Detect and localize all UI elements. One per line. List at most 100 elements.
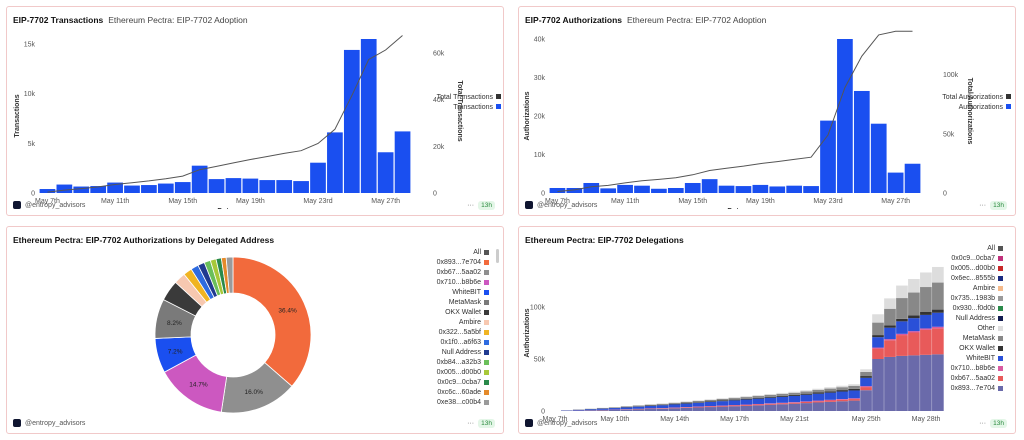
stack-segment xyxy=(848,398,860,400)
stack-segment xyxy=(788,395,801,403)
x-tick-label: May 7th xyxy=(35,198,60,205)
legend-item[interactable]: WhiteBIT xyxy=(923,353,1003,363)
legend-item[interactable]: 0xb67...5aa02 xyxy=(923,373,1003,383)
legend-item[interactable]: All xyxy=(369,247,489,257)
legend-item[interactable]: Null Address xyxy=(923,313,1003,323)
legend-item[interactable]: 0xb67...5aa02 xyxy=(369,267,489,277)
more-options-icon[interactable]: ··· xyxy=(979,420,987,427)
y-tick-label: 40k xyxy=(534,37,546,44)
legend-item[interactable]: WhiteBIT xyxy=(369,287,489,297)
x-tick-label: May 23rd xyxy=(303,198,332,205)
bar xyxy=(837,39,853,193)
legend-label: 0xb84...a32b3 xyxy=(436,358,481,366)
legend-item[interactable]: All xyxy=(923,243,1003,253)
stack-segment xyxy=(836,391,848,400)
legend-item[interactable]: 0x710...b8b6e xyxy=(923,363,1003,373)
legend-item[interactable]: Ambire xyxy=(923,283,1003,293)
legend-item[interactable]: 0xb84...a32b3 xyxy=(369,357,489,367)
more-options-icon[interactable]: ··· xyxy=(979,202,987,209)
legend-swatch xyxy=(998,355,1003,361)
stack-segment xyxy=(872,359,884,411)
stack-segment xyxy=(908,279,920,293)
legend-item[interactable]: 0x005...d00b0 xyxy=(923,263,1003,273)
y-tick-label: 100k xyxy=(530,305,546,312)
legend-item[interactable]: Null Address xyxy=(369,347,489,357)
entropy-logo-icon xyxy=(13,419,21,427)
stack-segment xyxy=(812,400,825,402)
delegated-address-panel: Ethereum Pectra: EIP-7702 Authorizations… xyxy=(6,226,504,434)
footer-handle[interactable]: @entropy_advisors xyxy=(13,201,85,209)
legend-item[interactable]: OKX Wallet xyxy=(923,343,1003,353)
legend-swatch xyxy=(998,255,1003,261)
stack-segment xyxy=(908,332,920,356)
stack-segment xyxy=(704,406,717,408)
legend-item[interactable]: 0x893...7e704 xyxy=(923,383,1003,393)
legend-label: Authorizations xyxy=(959,104,1004,111)
x-tick-label: May 11th xyxy=(611,198,639,205)
x-tick-label: May 21st xyxy=(780,416,808,423)
legend-swatch xyxy=(484,329,489,335)
bar xyxy=(259,180,276,193)
more-options-icon[interactable]: ··· xyxy=(467,420,475,427)
more-options-icon[interactable]: ··· xyxy=(467,202,475,209)
legend-item[interactable]: 0xe38...c00b4 xyxy=(369,397,489,407)
legend-item[interactable]: 0x0c9...0cba7 xyxy=(369,377,489,387)
legend-item[interactable]: Ambire xyxy=(369,317,489,327)
x-tick-label: May 25th xyxy=(852,416,881,423)
legend-item[interactable]: 0x893...7e704 xyxy=(369,257,489,267)
bar xyxy=(803,186,819,193)
footer-handle[interactable]: @entropy_advisors xyxy=(13,419,85,427)
stack-segment xyxy=(740,404,753,406)
stack-segment xyxy=(848,388,860,391)
legend-item[interactable]: 0x0c9...0cba7 xyxy=(923,253,1003,263)
y-axis-label: Authorizations xyxy=(524,91,531,140)
footer-handle[interactable]: @entropy_advisors xyxy=(525,201,597,209)
legend-item[interactable]: 0x322...5a5bf xyxy=(369,327,489,337)
legend-swatch xyxy=(484,359,489,365)
legend-item[interactable]: 0x735...1983b xyxy=(923,293,1003,303)
stack-segment xyxy=(908,315,920,319)
y-axis-label: Authorizations xyxy=(524,308,531,357)
legend-swatch xyxy=(998,265,1003,271)
legend-item[interactable]: 0x930...f0d0b xyxy=(923,303,1003,313)
legend-item[interactable]: 0x1f0...a6f63 xyxy=(369,337,489,347)
legend-item[interactable]: MetaMask xyxy=(369,297,489,307)
legend-item[interactable]: 0x6ec...8555b xyxy=(923,273,1003,283)
y2-tick-label: 50k xyxy=(943,131,955,138)
stack-segment xyxy=(620,409,633,411)
legend-label: 0x6ec...8555b xyxy=(951,274,995,282)
footer-handle[interactable]: @entropy_advisors xyxy=(525,419,597,427)
stack-segment xyxy=(656,408,669,411)
legend-item[interactable]: MetaMask xyxy=(923,333,1003,343)
stack-segment xyxy=(896,318,908,322)
legend-swatch xyxy=(484,319,489,325)
legend-label: Transactions xyxy=(453,104,493,111)
pie-slice xyxy=(225,256,234,294)
stack-segment xyxy=(608,407,621,408)
legend-label: 0x710...b8b6e xyxy=(950,364,995,372)
bar xyxy=(684,182,701,193)
legend-label: 0x710...b8b6e xyxy=(436,278,481,286)
legend-item[interactable]: OKX Wallet xyxy=(369,307,489,317)
stack-segment xyxy=(896,285,908,299)
stack-segment xyxy=(752,405,765,411)
entropy-logo-icon xyxy=(525,201,533,209)
legend-item[interactable]: 0x710...b8b6e xyxy=(369,277,489,287)
legend-swatch xyxy=(1006,94,1011,99)
legend-label: 0x322...5a5bf xyxy=(438,328,481,336)
y-tick-label: 0 xyxy=(541,191,545,198)
bar xyxy=(870,123,887,193)
x-axis-label: Date xyxy=(217,208,232,209)
stack-segment xyxy=(668,402,681,403)
bar xyxy=(820,120,836,193)
bar xyxy=(293,181,309,193)
legend-item[interactable]: Other xyxy=(923,323,1003,333)
stack-segment xyxy=(620,406,633,407)
legend-item[interactable]: 0xc6c...60ade xyxy=(369,387,489,397)
legend-item[interactable]: 0x005...d00b0 xyxy=(369,367,489,377)
footer-meta: ··· 13h xyxy=(467,419,495,428)
stack-segment xyxy=(920,354,932,411)
legend-scrollbar[interactable] xyxy=(496,249,499,263)
legend-swatch xyxy=(496,94,501,99)
stack-segment xyxy=(728,397,741,399)
